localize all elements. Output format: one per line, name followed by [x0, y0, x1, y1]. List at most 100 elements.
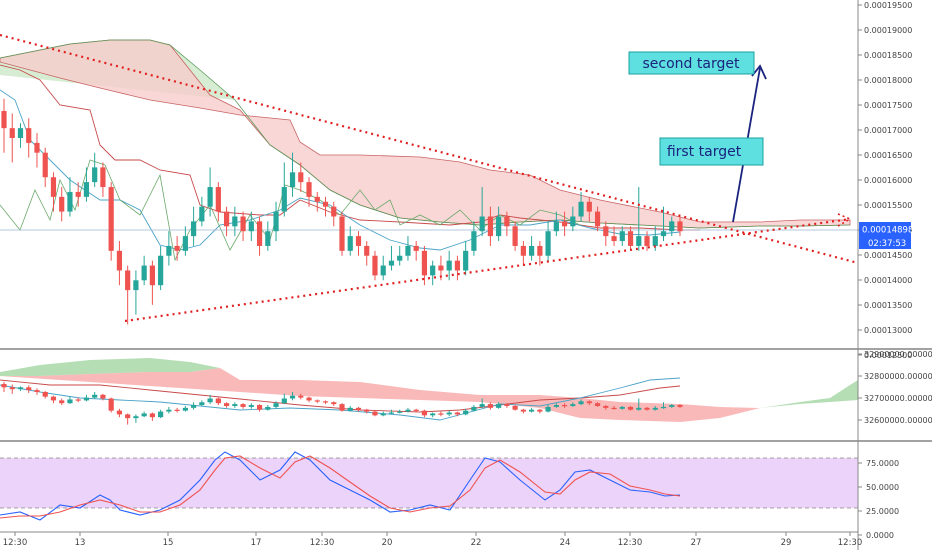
indicator-candle: [9, 384, 15, 394]
candle: [578, 191, 584, 222]
time-tick-label: 24: [560, 538, 571, 548]
indicator-axis[interactable]: 32900000.00000000 32800000.00000000 327000…: [858, 350, 932, 425]
candle: [17, 123, 24, 148]
candle-body: [660, 406, 667, 409]
annotation-second-target[interactable]: second target: [628, 51, 755, 75]
indicator-candle: [347, 405, 353, 412]
indicator-candle: [182, 405, 188, 412]
candle-body: [256, 221, 263, 246]
candle-body: [289, 395, 296, 399]
candle-body: [397, 411, 403, 413]
candle-body: [364, 409, 370, 412]
candle-body: [471, 231, 477, 251]
candle-body: [446, 260, 452, 271]
candle: [660, 206, 667, 242]
candle: [289, 152, 296, 197]
candle: [496, 206, 502, 242]
candle: [34, 133, 40, 168]
price-tick-label: 0.00014000: [864, 276, 912, 285]
indicator-candle: [603, 405, 609, 410]
indicator-candle: [59, 398, 65, 406]
price-tick-label: 0.00018000: [864, 76, 912, 85]
indicator-candle: [174, 407, 180, 413]
annotation-first-target[interactable]: first target: [659, 137, 764, 166]
indicator-candle: [223, 402, 230, 408]
candle: [199, 196, 205, 227]
candle-body: [306, 397, 312, 401]
candle: [256, 216, 263, 256]
candle-body: [561, 405, 568, 407]
price-tick-label: 0.00012500: [864, 351, 912, 360]
time-tick-label: 27: [691, 538, 702, 548]
candle-body: [223, 403, 230, 406]
price-panel[interactable]: second target first target: [0, 33, 859, 325]
time-tick-label: 12:30: [310, 538, 335, 548]
candle-body: [652, 407, 658, 410]
candle: [339, 211, 345, 256]
indicator-candle: [298, 393, 304, 400]
indicator-candle: [322, 400, 329, 405]
candle: [512, 221, 518, 251]
candle-body: [166, 245, 172, 256]
indicator-candle: [405, 407, 411, 413]
candle-body: [215, 187, 221, 212]
indicator-candle: [421, 409, 428, 418]
candle-body: [34, 390, 40, 392]
candle-body: [141, 265, 147, 281]
candle: [586, 196, 592, 222]
candle-body: [487, 404, 493, 408]
candle-body: [314, 196, 320, 202]
candle: [380, 255, 386, 281]
price-axis[interactable]: 0.00019500 0.00019000 0.00018500 0.00018000…: [858, 1, 912, 360]
indicator-candle: [232, 402, 238, 408]
candle-body: [619, 231, 625, 242]
candle-body: [199, 206, 205, 222]
candle: [273, 201, 279, 242]
candle-body: [92, 167, 98, 183]
candle-body: [42, 391, 48, 397]
candle: [265, 221, 271, 251]
candle-body: [636, 236, 642, 246]
stochastic-axis[interactable]: 75.0000 50.0000 25.0000 0.0000: [858, 459, 899, 540]
annotation-text: first target: [667, 144, 742, 160]
price-tick-label: 0.00017500: [864, 101, 912, 110]
candle-body: [1, 384, 7, 388]
indicator-candle: [652, 405, 658, 411]
candle: [26, 118, 32, 158]
indicator-candle: [594, 402, 601, 407]
candle-body: [133, 416, 139, 419]
candle-body: [149, 265, 155, 286]
candle-body: [240, 404, 246, 407]
indicator-candle: [256, 404, 263, 412]
indicator-candle: [644, 406, 650, 411]
indicator-candle: [463, 408, 469, 416]
indicator-candle: [331, 401, 337, 406]
candle-body: [174, 245, 180, 251]
candle-body: [545, 231, 551, 256]
candle-body: [100, 167, 106, 188]
candle: [50, 172, 57, 212]
candle-body: [59, 196, 65, 212]
candle-body: [372, 255, 378, 276]
time-tick-label: 29: [781, 538, 792, 548]
time-axis[interactable]: 12:30 13 15 17 12:30 20 22 24 12:30 27 29 12:30: [3, 532, 863, 548]
candle: [108, 182, 114, 261]
candle: [215, 182, 221, 222]
countdown-box: [859, 236, 911, 249]
candle: [232, 206, 238, 237]
candle: [520, 241, 526, 266]
candle-body: [594, 403, 601, 406]
stochastic-panel[interactable]: [0, 451, 858, 521]
candle-body: [339, 216, 345, 251]
indicator-candle: [561, 403, 568, 408]
indicator-candle: [75, 397, 81, 403]
indicator-candle: [306, 396, 312, 403]
candle-body: [603, 405, 609, 408]
candle-body: [512, 226, 518, 246]
candle-body: [537, 245, 543, 256]
current-price-label: 0.00014898: [862, 226, 913, 236]
candle-body: [108, 187, 114, 251]
candle-body: [67, 399, 73, 404]
indicator-panel[interactable]: [0, 358, 858, 425]
candle-body: [504, 404, 510, 406]
